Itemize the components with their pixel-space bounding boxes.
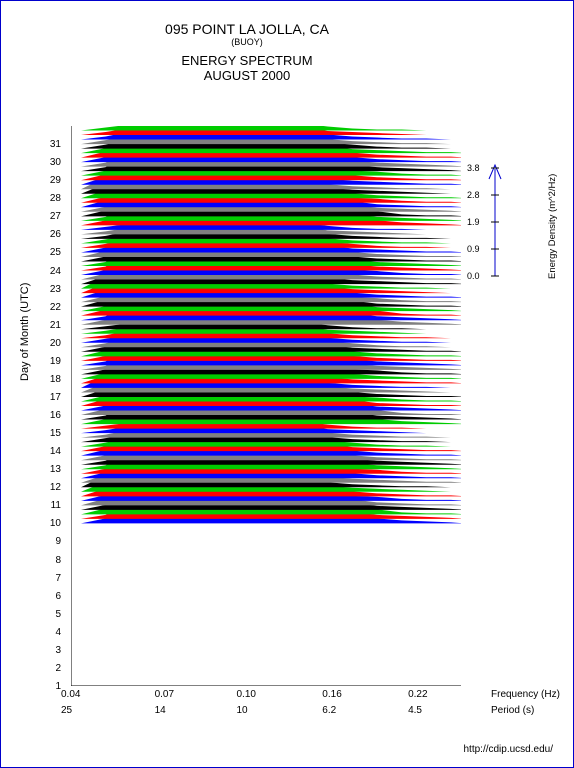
y-tick: 29	[41, 175, 61, 186]
y-tick: 25	[41, 247, 61, 258]
title-block: 095 POINT LA JOLLA, CA (BUOY) ENERGY SPE…	[1, 21, 493, 83]
x-tick-period: 25	[61, 705, 72, 716]
x-tick-period: 14	[155, 705, 166, 716]
x-tick-freq: 0.16	[322, 689, 341, 700]
y-tick: 14	[41, 446, 61, 457]
x-tick-period: 10	[237, 705, 248, 716]
y-tick: 30	[41, 157, 61, 168]
y-tick: 23	[41, 284, 61, 295]
x-tick-freq: 0.07	[155, 689, 174, 700]
legend-tick: 0.0	[467, 271, 480, 281]
y-tick: 28	[41, 193, 61, 204]
source-url: http://cdip.ucsd.edu/	[463, 744, 553, 755]
y-tick: 10	[41, 518, 61, 529]
y-tick: 9	[41, 536, 61, 547]
legend-tick: 1.9	[467, 217, 480, 227]
energy-density-legend: Energy Density (m^2/Hz) 3.82.81.90.90.0	[485, 161, 545, 281]
x-tick-period: 6.2	[322, 705, 336, 716]
y-tick: 1	[41, 681, 61, 692]
x-axis-freq-label: Frequency (Hz)	[491, 689, 560, 700]
chart-date: AUGUST 2000	[1, 68, 493, 83]
legend-tick: 3.8	[467, 163, 480, 173]
y-tick: 26	[41, 229, 61, 240]
y-tick: 13	[41, 464, 61, 475]
chart-frame: 095 POINT LA JOLLA, CA (BUOY) ENERGY SPE…	[0, 0, 574, 768]
y-tick: 5	[41, 609, 61, 620]
y-tick: 12	[41, 482, 61, 493]
y-tick: 4	[41, 627, 61, 638]
x-tick-freq: 0.10	[237, 689, 256, 700]
y-tick: 22	[41, 302, 61, 313]
y-tick: 18	[41, 374, 61, 385]
legend-tick: 0.9	[467, 244, 480, 254]
y-tick: 20	[41, 338, 61, 349]
y-tick: 15	[41, 428, 61, 439]
x-axis-period-label: Period (s)	[491, 705, 534, 716]
y-tick: 24	[41, 266, 61, 277]
station-type: (BUOY)	[1, 37, 493, 47]
y-tick: 7	[41, 573, 61, 584]
y-tick: 21	[41, 320, 61, 331]
y-tick: 16	[41, 410, 61, 421]
x-tick-period: 4.5	[408, 705, 422, 716]
y-tick: 31	[41, 139, 61, 150]
x-tick-freq: 0.22	[408, 689, 427, 700]
y-tick: 3	[41, 645, 61, 656]
legend-arrow	[485, 161, 545, 281]
y-tick: 2	[41, 663, 61, 674]
legend-tick: 2.8	[467, 190, 480, 200]
y-tick: 11	[41, 500, 61, 511]
x-tick-freq: 0.04	[61, 689, 80, 700]
y-tick: 8	[41, 555, 61, 566]
ridgeline-plot	[71, 126, 461, 686]
legend-axis-label: Energy Density (m^2/Hz)	[547, 174, 558, 279]
y-tick: 6	[41, 591, 61, 602]
y-axis-label: Day of Month (UTC)	[19, 283, 31, 381]
y-tick: 19	[41, 356, 61, 367]
chart-title: ENERGY SPECTRUM	[1, 53, 493, 68]
station-title: 095 POINT LA JOLLA, CA	[1, 21, 493, 37]
y-tick: 27	[41, 211, 61, 222]
y-tick: 17	[41, 392, 61, 403]
